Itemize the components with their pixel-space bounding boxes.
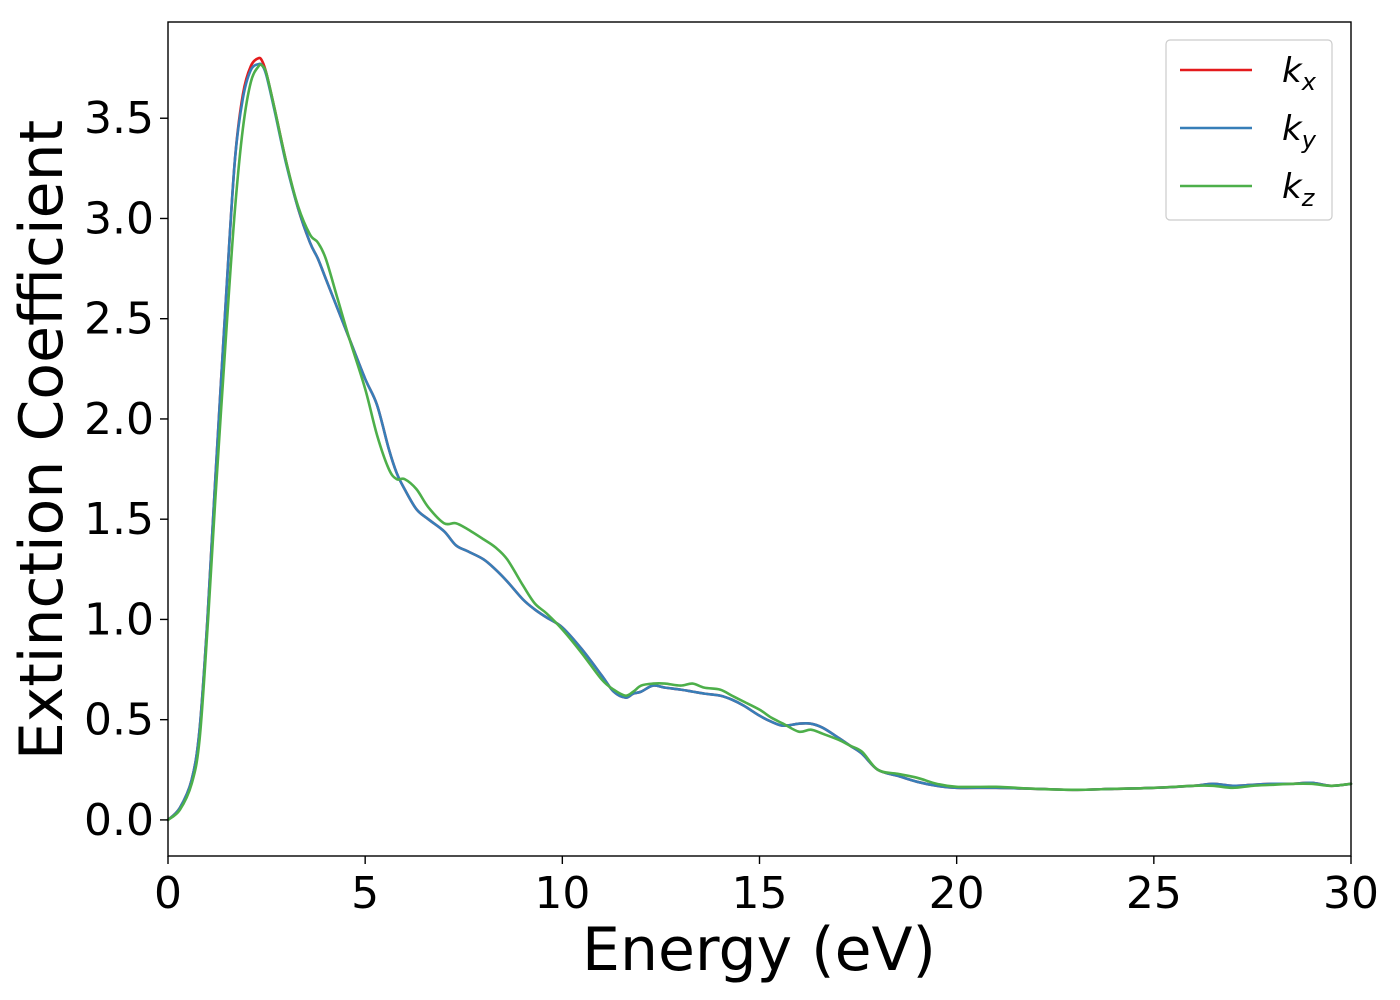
legend-label-k-z: kz <box>1282 167 1316 212</box>
y-tick-label: 0.0 <box>84 795 154 846</box>
y-tick-label: 3.0 <box>84 193 154 244</box>
legend-label-k-x: kx <box>1282 51 1317 96</box>
x-tick-label: 0 <box>154 868 182 919</box>
x-tick-label: 15 <box>732 868 788 919</box>
legend-label-base: k <box>1282 51 1303 91</box>
y-axis-label: Extinction Coefficient <box>7 120 77 760</box>
series-layer <box>166 56 1353 822</box>
x-tick-label: 30 <box>1323 868 1379 919</box>
y-tick-label: 1.5 <box>84 494 154 545</box>
x-tick-label: 25 <box>1126 868 1182 919</box>
legend-label-base: k <box>1282 109 1303 149</box>
x-tick-label: 10 <box>534 868 590 919</box>
x-axis-ticks: 0 5 10 15 20 25 30 <box>154 856 1379 919</box>
legend-label-subscript: x <box>1301 68 1317 96</box>
y-tick-label: 2.5 <box>84 294 154 345</box>
y-tick-label: 3.5 <box>84 93 154 144</box>
x-axis-label: Energy (eV) <box>582 915 936 985</box>
legend-label-k-y: ky <box>1282 109 1317 154</box>
y-tick-label: 0.5 <box>84 695 154 746</box>
series-line-k-z <box>166 63 1353 822</box>
legend-box <box>1165 39 1333 221</box>
y-tick-label: 1.0 <box>84 594 154 645</box>
x-tick-label: 5 <box>351 868 379 919</box>
y-axis-ticks: 0.0 0.5 1.0 1.5 2.0 2.5 3.0 3.5 <box>84 93 168 846</box>
x-tick-label: 20 <box>929 868 985 919</box>
y-tick-label: 2.0 <box>84 394 154 445</box>
legend-label-subscript: y <box>1301 126 1317 154</box>
legend-label-subscript: z <box>1301 184 1316 212</box>
legend-label-base: k <box>1282 167 1303 207</box>
